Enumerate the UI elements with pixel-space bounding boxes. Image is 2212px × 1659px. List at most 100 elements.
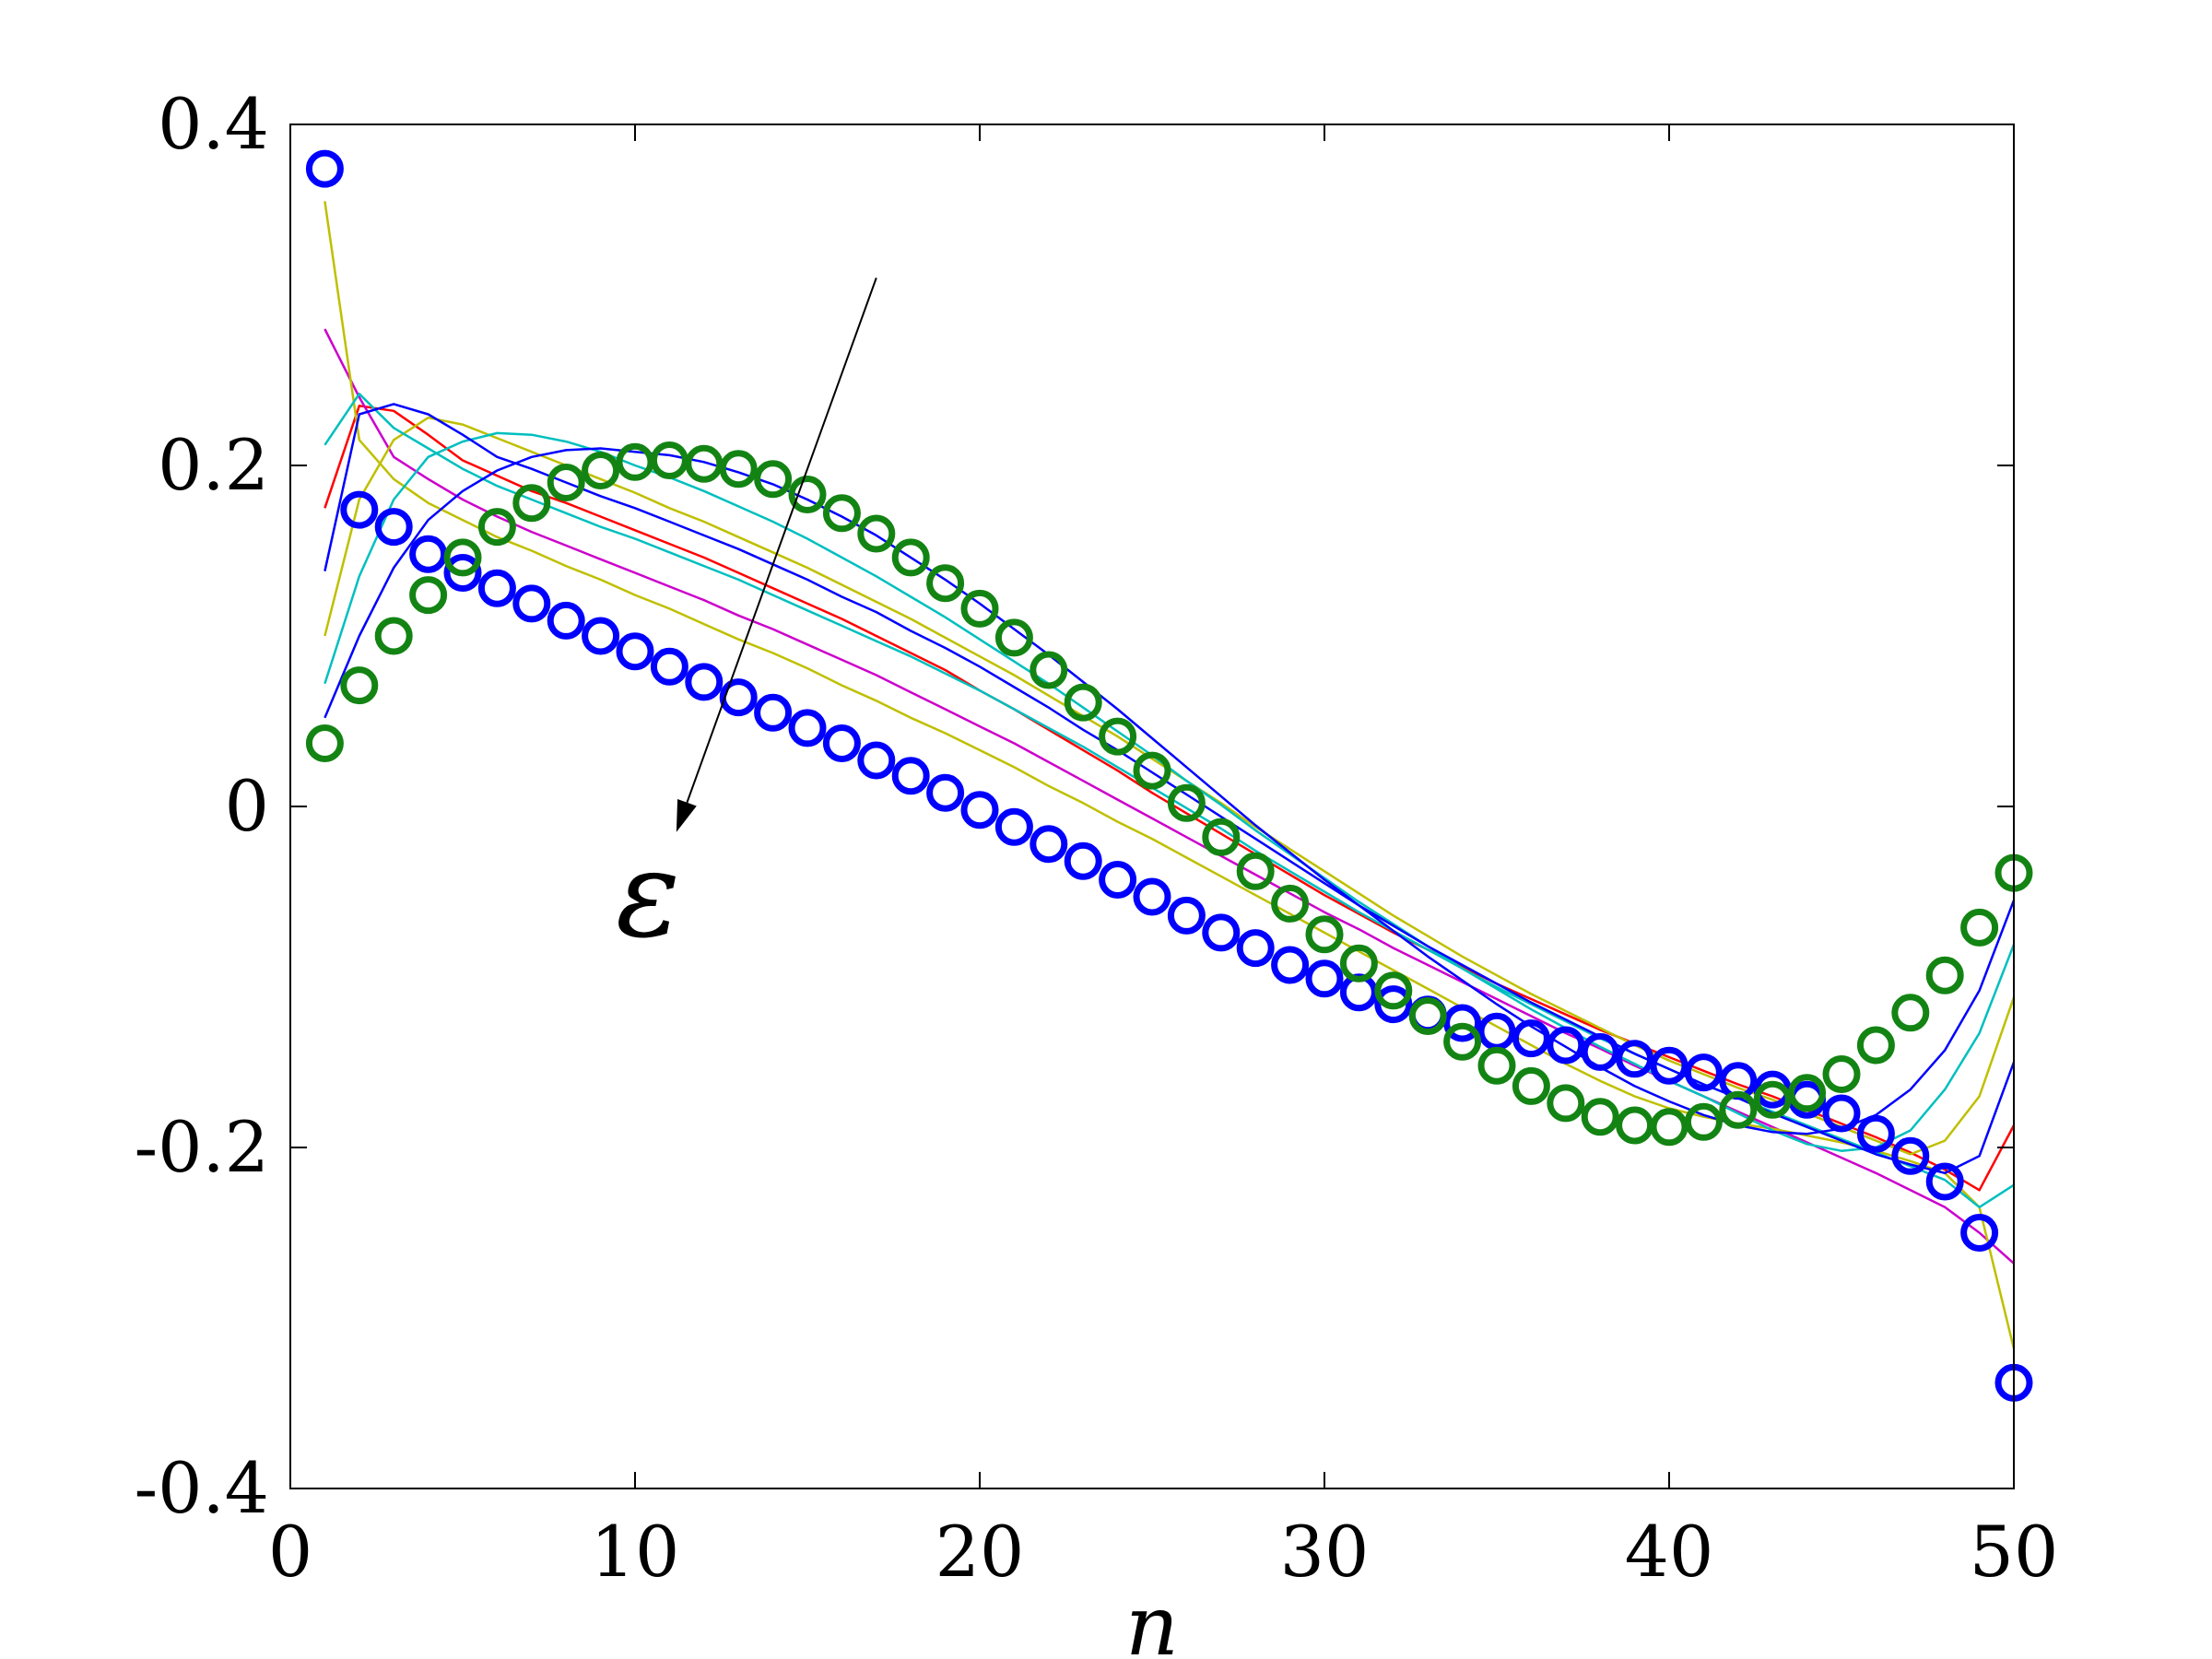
series-0-point — [685, 663, 724, 701]
series-1-point — [512, 484, 551, 523]
series-1-point — [305, 724, 344, 762]
series-1-point — [685, 444, 724, 483]
series-0-point — [857, 741, 896, 780]
series-0-point — [477, 569, 516, 607]
series-0-point — [340, 490, 379, 529]
series-1-point — [340, 666, 379, 705]
series-1-point — [443, 538, 482, 577]
series-0-point — [1822, 1094, 1861, 1133]
series-0-point — [1167, 896, 1206, 935]
series-0-point — [409, 535, 448, 573]
series-0-point — [1925, 1162, 1964, 1201]
series-1-point — [788, 476, 827, 513]
x-tick-label: 40 — [1625, 1511, 1714, 1593]
series-0-point — [754, 693, 793, 732]
series-1-point — [891, 538, 930, 577]
series-1-point — [926, 564, 965, 603]
series-1-point — [1408, 997, 1447, 1035]
y-tick-label: -0.2 — [134, 1106, 269, 1188]
series-1-point — [1030, 651, 1068, 689]
series-1-point — [1167, 783, 1206, 822]
series-1-point — [374, 617, 413, 655]
series-0-point — [1891, 1136, 1930, 1175]
x-tick-label: 10 — [591, 1511, 680, 1593]
series-1-point — [1133, 751, 1171, 790]
epsilon-annotation: ε — [616, 824, 680, 964]
series-0-point — [582, 617, 620, 655]
series-0-point — [305, 149, 344, 188]
x-axis-label: n — [1125, 1578, 1179, 1659]
series-0-point — [1236, 929, 1275, 968]
series-0-point — [1133, 877, 1171, 916]
series-1-point — [1064, 683, 1102, 722]
series-0-point — [1271, 946, 1310, 984]
series-1-point — [1477, 1046, 1516, 1085]
series-1-point — [754, 460, 793, 499]
series-layer — [305, 149, 2033, 1402]
series-0-point — [926, 773, 965, 812]
series-1-point — [1099, 717, 1137, 756]
series-1 — [305, 441, 2033, 1147]
series-0-point — [1202, 913, 1241, 952]
series-1-point — [1891, 994, 1930, 1032]
series-1-point — [582, 452, 620, 489]
x-tick-label: 0 — [268, 1511, 312, 1593]
series-1-point — [1822, 1055, 1861, 1093]
series-1-point — [994, 618, 1033, 657]
series-0-point — [891, 757, 930, 795]
series-1-point — [1236, 852, 1275, 890]
y-tick-label: 0 — [225, 765, 269, 847]
annotation-layer: ε — [616, 277, 877, 964]
series-1-point — [857, 514, 896, 553]
series-1-point — [1788, 1074, 1827, 1112]
series-0-point — [650, 647, 688, 686]
tick-layer: 0 10 20 30 40 50 0.4 0.2 0 -0.2 -0.4 — [134, 83, 2058, 1593]
series-0-point — [1856, 1114, 1895, 1153]
series-0-point — [443, 554, 482, 592]
series-1-point — [1271, 884, 1310, 923]
series-1-point — [409, 576, 448, 615]
series-1-point — [1856, 1026, 1895, 1065]
series-1-point — [1719, 1090, 1758, 1129]
series-1-point — [650, 441, 688, 479]
series-0-point — [547, 601, 585, 640]
series-1-point — [1305, 915, 1344, 954]
series-0-point — [1374, 985, 1413, 1024]
series-0-point — [1684, 1053, 1723, 1092]
series-0-point — [960, 791, 999, 830]
series-0-point — [1960, 1214, 1999, 1252]
series-0-point — [512, 584, 551, 623]
series-3 — [324, 328, 2015, 1265]
series-0-point — [616, 632, 654, 671]
epsilon-arrow-line — [686, 277, 877, 804]
series-1-point — [1374, 971, 1413, 1010]
series-0-point — [374, 508, 413, 547]
series-0-point — [1099, 861, 1137, 899]
series-0-point — [1650, 1046, 1688, 1085]
epsilon-arrow-head — [676, 799, 697, 832]
series-1-point — [1684, 1102, 1723, 1141]
series-1-point — [1339, 944, 1378, 982]
series-3-line — [324, 328, 2015, 1265]
series-0-point — [719, 678, 758, 717]
series-1-point — [719, 450, 758, 488]
series-0-point — [1064, 841, 1102, 880]
y-tick-label: 0.4 — [158, 83, 269, 165]
y-tick-label: -0.4 — [134, 1447, 269, 1529]
series-1-point — [960, 589, 999, 628]
series-1-point — [547, 464, 585, 501]
series-0-point — [1547, 1026, 1585, 1065]
series-0-point — [1305, 959, 1344, 998]
series-0-point — [1030, 825, 1068, 864]
series-0-point — [1512, 1019, 1550, 1058]
series-1-point — [1581, 1098, 1619, 1136]
series-0-point — [1581, 1032, 1619, 1071]
x-tick-label: 30 — [1280, 1511, 1370, 1593]
series-1-point — [1547, 1084, 1585, 1123]
y-tick-label: 0.2 — [158, 424, 269, 506]
series-1-point — [1925, 956, 1964, 994]
series-0-point — [994, 807, 1033, 846]
series-0-point — [1616, 1040, 1654, 1078]
